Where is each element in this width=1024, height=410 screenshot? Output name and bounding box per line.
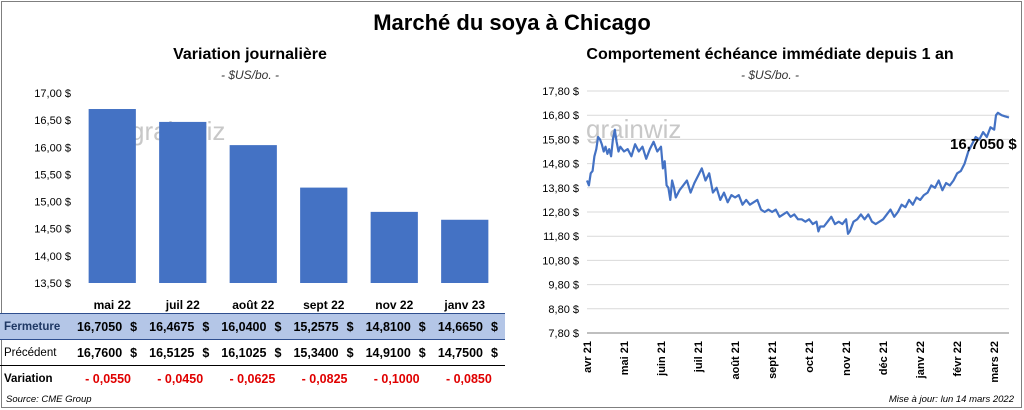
y-tick-label: 17,80 $: [542, 86, 579, 98]
x-tick-label: mai 21: [619, 341, 631, 375]
currency-cell: $: [414, 313, 433, 340]
table-cell: - 0,0850: [445, 371, 492, 386]
y-tick-label: 14,50 $: [34, 224, 71, 236]
table-cell: - 0,0550: [85, 371, 132, 386]
currency-cell: $: [126, 339, 145, 366]
table-cell: 16,5125: [144, 339, 199, 366]
x-tick-label: août 22: [232, 298, 274, 312]
left-chart-unit: - $US/bo. -: [220, 68, 280, 82]
y-tick-label: 13,50 $: [34, 278, 71, 290]
y-tick-label: 15,50 $: [34, 169, 71, 181]
price-line: [585, 111, 1010, 235]
y-tick-label: 12,80 $: [542, 207, 579, 219]
table-cell: 16,7600: [72, 339, 127, 366]
x-tick-label: oct 21: [804, 341, 816, 373]
main-title: Marché du soya à Chicago: [373, 10, 651, 35]
bar-chart: 13,50 $ 14,00 $ 14,50 $ 15,00 $ 15,50 $ 16,00…: [34, 88, 489, 312]
y-tick-label: 14,80 $: [542, 159, 579, 171]
table-cell: 16,0400: [216, 313, 271, 340]
right-chart-title: Comportement échéance immédiate depuis 1…: [586, 46, 954, 63]
x-tick-label: juin 21: [656, 341, 668, 377]
x-tick-label: janv 23: [443, 298, 485, 312]
table-cell: - 0,1000: [373, 371, 420, 386]
bar: [88, 109, 136, 283]
line-chart: 7,80 $ 8,80 $ 9,80 $ 10,80 $ 11,80 $ 12,80 $ 1…: [542, 86, 1010, 383]
currency-cell: $: [270, 339, 289, 366]
currency-cell: $: [270, 313, 289, 340]
currency-cell: $: [126, 313, 145, 340]
y-tick-label: 17,00 $: [34, 88, 71, 100]
y-tick-label: 16,80 $: [542, 110, 579, 122]
y-tick-label: 16,00 $: [34, 142, 71, 154]
bar: [370, 211, 418, 283]
currency-cell: $: [342, 313, 361, 340]
table-cell: 16,7050: [72, 313, 127, 340]
x-tick-label: août 21: [730, 341, 742, 380]
currency-cell: $: [198, 313, 217, 340]
x-tick-label: déc 21: [878, 341, 890, 375]
table-cell: 14,9100: [360, 339, 415, 366]
x-tick-label: févr 22: [952, 341, 964, 376]
row-label: Fermeture: [0, 313, 72, 340]
table-cell: - 0,0450: [157, 371, 204, 386]
y-tick-label: 9,80 $: [548, 280, 579, 292]
bar: [441, 219, 489, 283]
table-cell: 14,8100: [360, 313, 415, 340]
y-tick-label: 10,80 $: [542, 255, 579, 267]
table-cell: 14,6650: [432, 313, 487, 340]
x-tick-label: nov 22: [375, 298, 413, 312]
last-price-callout: 16,7050 $: [950, 136, 1017, 153]
x-tick-label: mars 22: [989, 341, 1001, 383]
bar: [159, 121, 207, 284]
table-row: Variation - 0,0550 - 0,0450 - 0,0625 - 0,082…: [0, 366, 505, 392]
x-tick-label: juil 21: [693, 341, 705, 373]
x-tick-label: nov 21: [841, 341, 853, 376]
bar: [229, 145, 277, 283]
x-tick-label: mai 22: [94, 298, 132, 312]
y-tick-label: 13,80 $: [542, 183, 579, 195]
watermark: grainwiz: [586, 114, 681, 144]
table-cell: - 0,0625: [229, 371, 276, 386]
x-tick-label: janv 22: [915, 341, 927, 379]
y-tick-label: 8,80 $: [548, 304, 579, 316]
source-note: Source: CME Group: [6, 394, 92, 405]
table-row: Fermeture 16,7050 $16,4675 $16,0400 $15,2575…: [0, 313, 505, 340]
x-tick-label: sept 22: [303, 298, 345, 312]
x-tick-label: avr 21: [582, 341, 594, 373]
update-note: Mise à jour: lun 14 mars 2022: [888, 394, 1014, 405]
table-cell: 15,2575: [288, 313, 343, 340]
table-cell: 14,7500: [432, 339, 487, 366]
table-cell: 16,4675: [144, 313, 199, 340]
table-cell: - 0,0825: [301, 371, 348, 386]
row-label: Variation: [4, 372, 53, 385]
price-table: Fermeture 16,7050 $16,4675 $16,0400 $15,2575…: [0, 313, 505, 392]
currency-cell: $: [487, 313, 505, 340]
currency-cell: $: [198, 339, 217, 366]
row-label: Précédent: [0, 339, 72, 366]
currency-cell: $: [414, 339, 433, 366]
y-tick-label: 15,00 $: [34, 197, 71, 209]
currency-cell: $: [342, 339, 361, 366]
y-tick-label: 15,80 $: [542, 134, 579, 146]
left-chart-title: Variation journalière: [173, 46, 327, 63]
y-tick-label: 16,50 $: [34, 115, 71, 127]
table-cell: 16,1025: [216, 339, 271, 366]
x-tick-label: sept 21: [767, 341, 779, 379]
y-tick-label: 14,00 $: [34, 251, 71, 263]
bar: [300, 187, 348, 283]
y-tick-label: 11,80 $: [543, 231, 579, 243]
y-tick-label: 7,80 $: [548, 328, 579, 340]
table-row: Précédent 16,7600 $16,5125 $16,1025 $15,3400…: [0, 339, 505, 366]
currency-cell: $: [487, 339, 505, 366]
table-cell: 15,3400: [288, 339, 343, 366]
x-tick-label: juil 22: [165, 298, 200, 312]
right-chart-unit: - $US/bo. -: [740, 68, 800, 82]
